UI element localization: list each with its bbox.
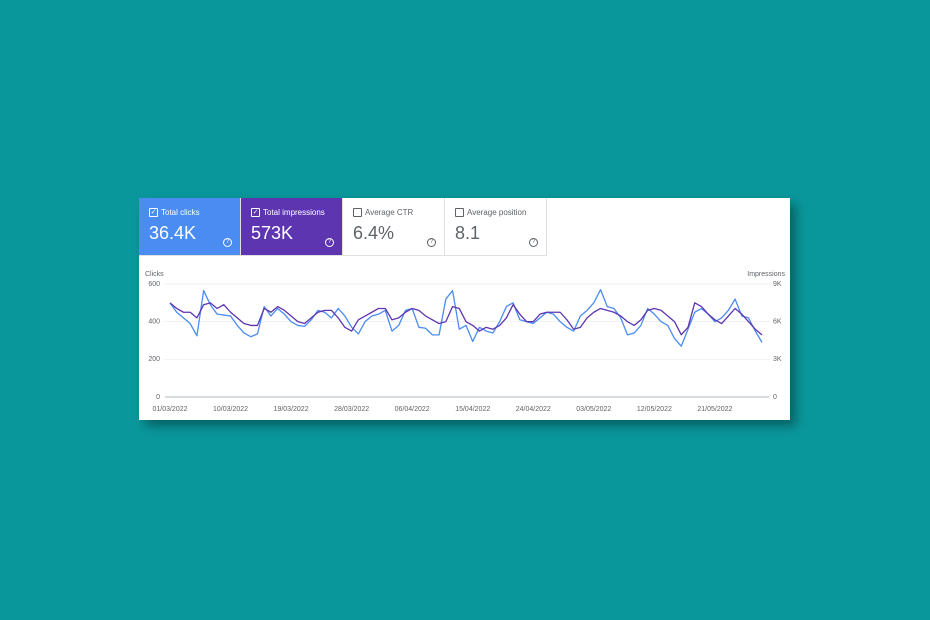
checkbox: ✓ xyxy=(251,208,260,217)
metric-card[interactable]: Average position 8.1? xyxy=(445,198,547,256)
x-tick-label: 24/04/2022 xyxy=(516,406,551,413)
x-tick-label: 28/03/2022 xyxy=(334,406,369,413)
y-tick-label: 0 xyxy=(156,394,160,401)
metric-value: 573K xyxy=(251,223,294,243)
help-icon: ? xyxy=(529,238,538,247)
metric-card[interactable]: Average CTR 6.4%? xyxy=(343,198,445,256)
x-tick-label: 15/04/2022 xyxy=(455,406,490,413)
metric-value: 8.1 xyxy=(455,223,481,243)
checkbox xyxy=(353,208,362,217)
metric-card[interactable]: ✓ Total impressions 573K? xyxy=(241,198,343,256)
performance-panel: ✓ Total clicks 36.4K? ✓ Total impressions 573… xyxy=(139,198,790,420)
y2-axis-label: Impressions xyxy=(747,271,785,278)
series-line xyxy=(169,289,763,347)
metric-label: Total clicks xyxy=(161,208,200,217)
metric-label: Average CTR xyxy=(365,208,414,217)
y2-tick-label: 0 xyxy=(773,394,777,401)
help-icon: ? xyxy=(325,238,334,247)
series-line xyxy=(169,302,763,336)
x-tick-label: 21/05/2022 xyxy=(697,406,732,413)
x-tick-label: 12/05/2022 xyxy=(637,406,672,413)
y-tick-label: 200 xyxy=(148,356,160,363)
y-tick-label: 400 xyxy=(148,319,160,326)
x-tick-label: 10/03/2022 xyxy=(213,406,248,413)
help-icon: ? xyxy=(223,238,232,247)
y-tick-label: 600 xyxy=(148,281,160,288)
y-axis-label: Clicks xyxy=(145,271,164,278)
x-tick-label: 19/03/2022 xyxy=(274,406,309,413)
x-tick-label: 06/04/2022 xyxy=(395,406,430,413)
checkbox xyxy=(455,208,464,217)
y2-tick-label: 6K xyxy=(773,319,782,326)
metric-value: 6.4% xyxy=(353,223,395,243)
metric-card[interactable]: ✓ Total clicks 36.4K? xyxy=(139,198,241,256)
x-tick-label: 03/05/2022 xyxy=(576,406,611,413)
help-icon: ? xyxy=(427,238,436,247)
x-tick-label: 01/03/2022 xyxy=(152,406,187,413)
y2-tick-label: 3K xyxy=(773,356,782,363)
metric-label: Average position xyxy=(467,208,527,217)
metric-label: Total impressions xyxy=(263,208,325,217)
metric-value: 36.4K xyxy=(149,223,197,243)
checkbox: ✓ xyxy=(149,208,158,217)
y2-tick-label: 9K xyxy=(773,281,782,288)
